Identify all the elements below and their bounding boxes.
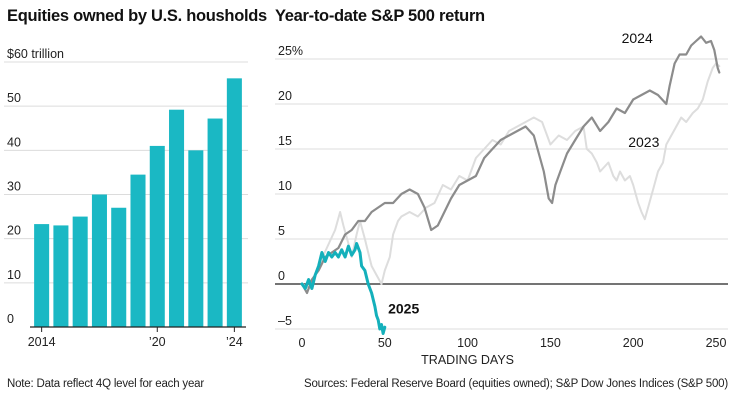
series-label-2025: 2025 xyxy=(388,301,419,317)
y-tick-label: 50 xyxy=(7,91,21,105)
y-tick-label: 5 xyxy=(278,224,285,238)
y-tick-label: 30 xyxy=(7,180,21,194)
right-chart-title: Year-to-date S&P 500 return xyxy=(275,7,485,25)
series-line-2024 xyxy=(300,35,721,295)
bar-2024 xyxy=(226,78,242,327)
y-tick-label: 25% xyxy=(278,44,303,58)
y-tick-label: 40 xyxy=(7,135,21,149)
x-tick-label: 250 xyxy=(706,336,727,350)
x-tick-label: 200 xyxy=(623,336,644,350)
bar-2023 xyxy=(207,118,223,328)
series-line-2025 xyxy=(300,242,387,335)
series-label-2023: 2023 xyxy=(628,134,659,150)
x-tick-label: 0 xyxy=(299,336,306,350)
y-tick-label: 0 xyxy=(278,269,285,283)
y-tick-label: 10 xyxy=(278,179,292,193)
y-tick-label: 20 xyxy=(278,89,292,103)
x-axis-title: TRADING DAYS xyxy=(421,353,514,367)
bar-2017 xyxy=(91,194,107,327)
y-tick-label: $60 trillion xyxy=(7,47,64,61)
x-tick-label: 2014 xyxy=(28,335,56,349)
bar-2014 xyxy=(34,224,50,327)
left-chart-title: Equities owned by U.S. housholds xyxy=(7,7,267,25)
bar-2016 xyxy=(72,216,88,327)
bar-2015 xyxy=(53,225,69,327)
series-line-2023 xyxy=(301,62,721,290)
y-tick-label: 15 xyxy=(278,134,292,148)
y-tick-label: –5 xyxy=(278,314,292,328)
bar-2021 xyxy=(169,109,185,327)
series-label-2024: 2024 xyxy=(622,30,653,46)
bar-2022 xyxy=(188,150,204,327)
y-tick-label: 0 xyxy=(7,312,14,326)
x-tick-label: 150 xyxy=(540,336,561,350)
bar-2020 xyxy=(149,145,165,327)
x-tick-label: ’24 xyxy=(226,335,243,349)
bar-2019 xyxy=(130,174,146,327)
sources-note: Sources: Federal Reserve Board (equities… xyxy=(304,378,728,390)
x-tick-label: 100 xyxy=(457,336,478,350)
x-tick-label: 50 xyxy=(378,336,392,350)
x-tick-label: ’20 xyxy=(149,335,166,349)
y-tick-label: 10 xyxy=(7,268,21,282)
bar-2018 xyxy=(111,207,127,327)
y-tick-label: 20 xyxy=(7,224,21,238)
footnote: Note: Data reflect 4Q level for each yea… xyxy=(7,378,204,390)
